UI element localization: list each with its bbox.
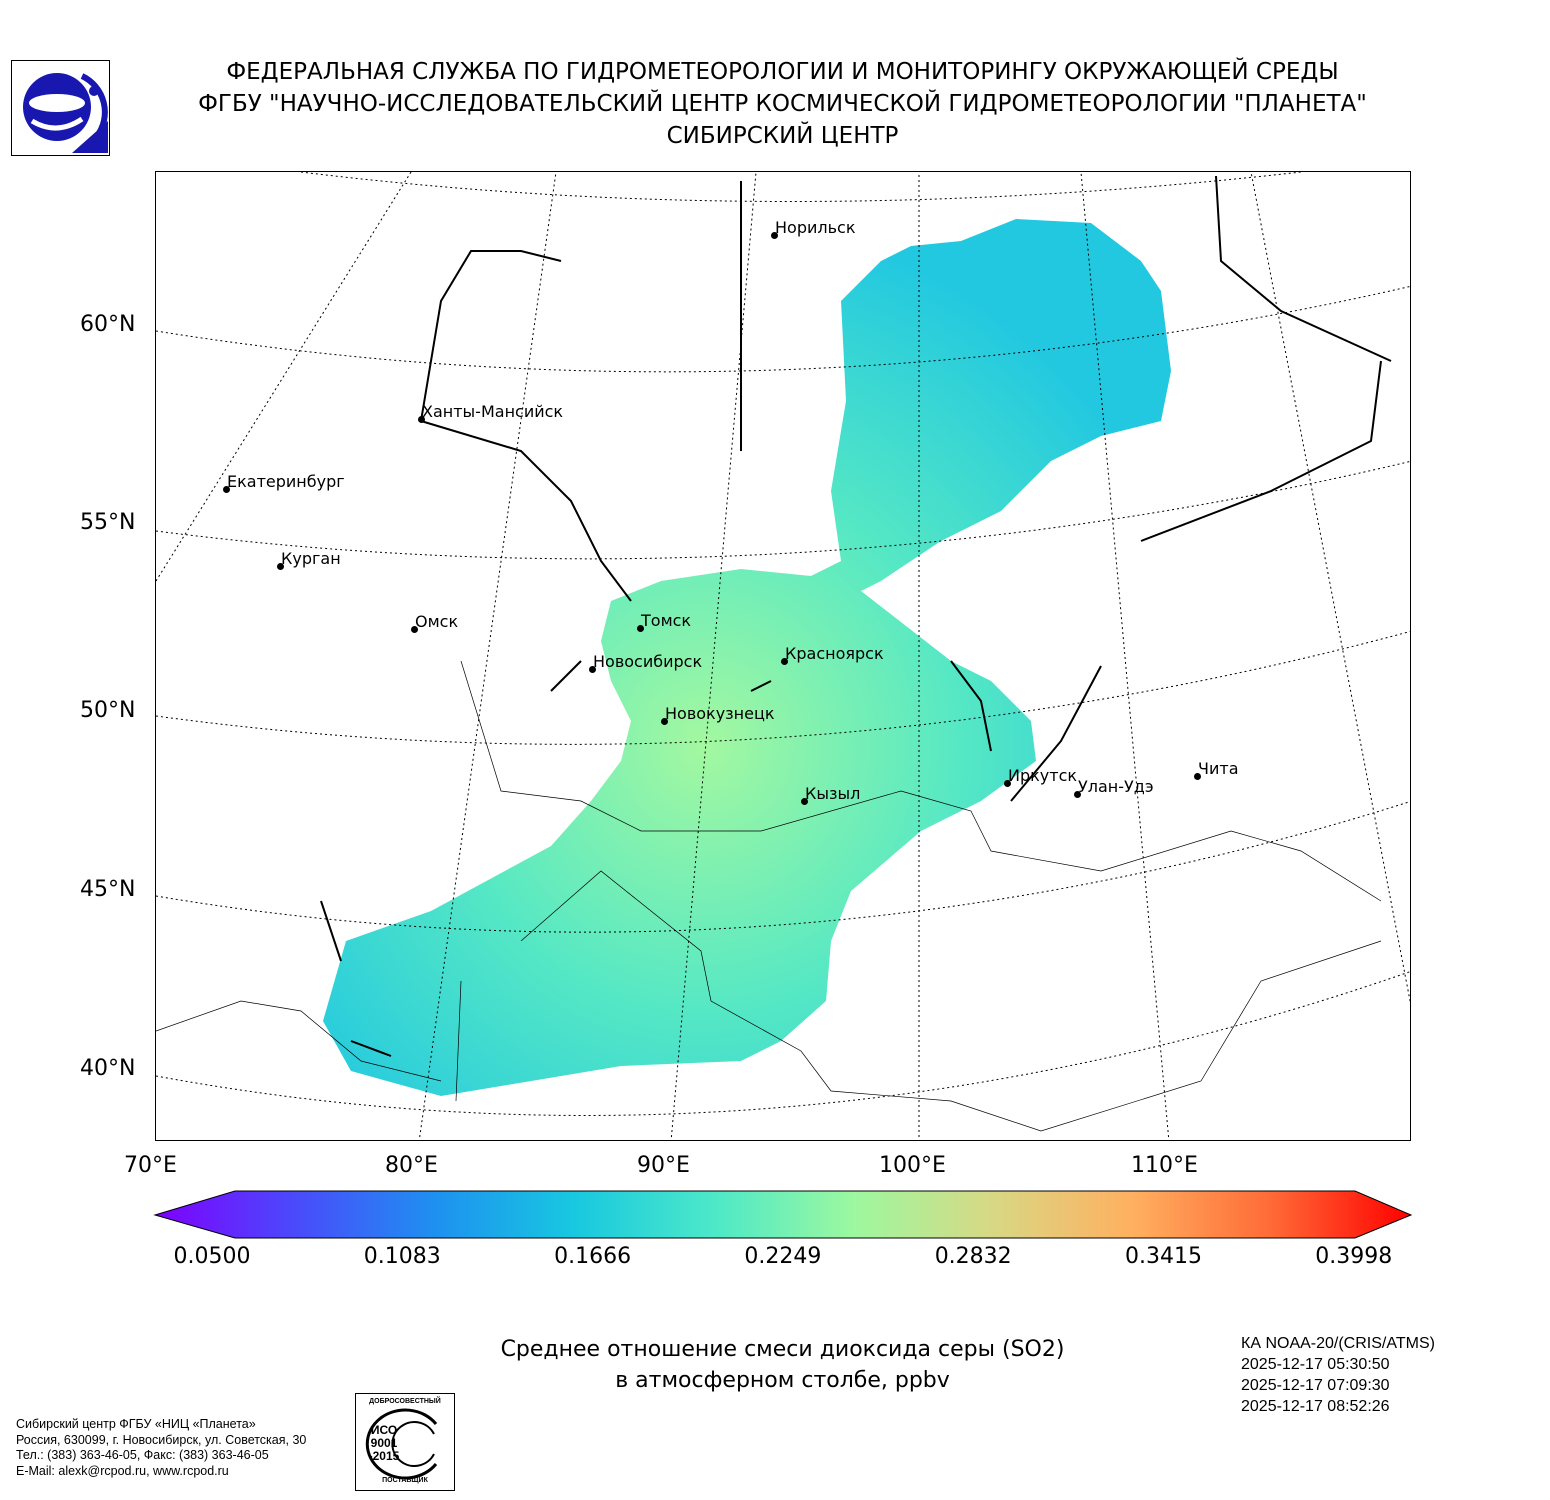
city-label: Ханты-Мансийск [422,402,564,421]
lon-label: 70°E [124,1153,177,1178]
iso-badge: ДОБРОСОВЕСТНЫЙ ИСО 9001 -2015 ПОСТАВЩИК [355,1393,455,1491]
title-line-1: Среднее отношение смеси диоксида серы (S… [500,1337,1065,1362]
city-marker [1074,791,1081,798]
city-label: Томск [641,611,692,630]
footer-email: E-Mail: alexk@rcpod.ru, www.rcpod.ru [16,1463,229,1478]
city-label: Чита [1198,759,1239,778]
city-label: Омск [415,612,459,631]
colorbar-gradient [153,1190,1413,1239]
city-label: Норильск [775,218,856,237]
colorbar-tick: 0.2832 [934,1244,1012,1269]
iso-top: ДОБРОСОВЕСТНЫЙ [369,1398,441,1405]
footer-contacts: Сибирский центр ФГБУ «НИЦ «Планета» Росс… [16,1417,306,1479]
lon-label: 80°E [385,1153,438,1178]
satellite-name: КА NOAA-20/(CRIS/ATMS) [1241,1335,1435,1352]
header-line-2: ФГБУ "НАУЧНО-ИССЛЕДОВАТЕЛЬСКИЙ ЦЕНТР КОС… [198,91,1367,117]
lon-label: 90°E [637,1153,690,1178]
lon-label: 110°E [1131,1153,1198,1178]
city-label: Новосибирск [593,652,703,671]
city-marker [801,798,808,805]
satellite-info: КА NOAA-20/(CRIS/ATMS) 2025-12-17 05:30:… [1241,1333,1435,1417]
footer-phone: Тел.: (383) 363-46-05, Факс: (383) 363-4… [16,1448,269,1462]
colorbar-tick: 0.2249 [744,1244,822,1269]
city-marker [589,666,596,673]
city-label: Улан-Удэ [1078,777,1154,796]
city-marker [661,718,668,725]
city-label: Екатеринбург [227,472,345,491]
iso-mid: ИСО 9001 -2015 [368,1423,400,1463]
header-line-1: ФЕДЕРАЛЬНАЯ СЛУЖБА ПО ГИДРОМЕТЕОРОЛОГИИ … [226,59,1339,85]
colorbar-tick: 0.1666 [554,1244,632,1269]
header-line-3: СИБИРСКИЙ ЦЕНТР [666,123,899,149]
lon-label: 100°E [879,1153,946,1178]
city-label: Курган [281,549,341,568]
city-marker [781,658,788,665]
city-marker [771,232,778,239]
lat-label: 50°N [80,698,136,723]
colorbar-tick: 0.3998 [1315,1244,1393,1269]
city-marker [1194,773,1201,780]
lat-label: 60°N [80,312,136,337]
lat-label: 55°N [80,510,136,535]
so2-field [323,219,1171,1096]
pass-time: 2025-12-17 05:30:50 [1241,1356,1390,1373]
colorbar-tick: 0.0500 [173,1244,251,1269]
city-marker [418,416,425,423]
lat-label: 40°N [80,1056,136,1081]
map-title: Среднее отношение смеси диоксида серы (S… [400,1334,1165,1396]
colorbar-tick: 0.1083 [363,1244,441,1269]
city-marker [1004,780,1011,787]
footer-address: Россия, 630099, г. Новосибирск, ул. Сове… [16,1432,307,1447]
city-marker [277,563,284,570]
city-marker [411,626,418,633]
pass-time: 2025-12-17 08:52:26 [1241,1398,1390,1415]
pass-time: 2025-12-17 07:09:30 [1241,1377,1390,1394]
planeta-logo [11,60,110,156]
footer-org: Сибирский центр ФГБУ «НИЦ «Планета» [16,1417,256,1431]
city-label: Иркутск [1008,766,1078,785]
city-label: Красноярск [785,644,884,663]
map-area: Норильск Ханты-Мансийск Екатеринбург Курган… [155,171,1411,1141]
iso-bottom: ПОСТАВЩИК [382,1477,428,1484]
colorbar-tick: 0.3415 [1125,1244,1202,1269]
colorbar [153,1190,1413,1239]
city-marker [223,486,230,493]
city-marker [637,625,644,632]
city-label: Новокузнецк [665,704,775,723]
title-line-2: в атмосферном столбе, ppbv [615,1368,950,1393]
city-label: Кызыл [805,784,861,803]
lat-label: 45°N [80,877,136,902]
